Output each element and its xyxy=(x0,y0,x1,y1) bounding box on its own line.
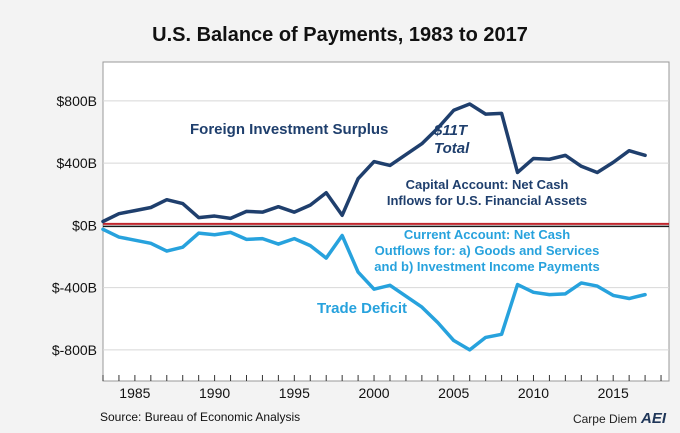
credit-text: Carpe Diem xyxy=(572,412,637,426)
current-account-line2: Outflows for: a) Goods and Services xyxy=(375,243,600,258)
total-amount-label: $11T xyxy=(433,122,469,139)
current-account-line3: and b) Investment Income Payments xyxy=(374,259,599,274)
x-tick-label: 2010 xyxy=(518,385,549,401)
surplus-label: Foreign Investment Surplus xyxy=(190,121,388,138)
x-tick-label: 2005 xyxy=(438,385,469,401)
credit: Carpe Diem AEI xyxy=(573,410,666,427)
y-tick-label: $-400B xyxy=(52,280,97,296)
series-lines xyxy=(101,102,647,352)
aei-logo: AEI xyxy=(640,410,666,427)
trade-deficit-label: Trade Deficit xyxy=(317,300,407,317)
plot-area xyxy=(102,61,670,382)
x-tick-label: 2015 xyxy=(598,385,629,401)
y-tick-label: $0B xyxy=(72,217,97,233)
capital-account-line1: Capital Account: Net Cash xyxy=(406,177,569,192)
current-account-line xyxy=(101,227,647,352)
x-tick-label: 1990 xyxy=(199,385,230,401)
y-tick-label: $400B xyxy=(57,155,97,171)
x-tick-marks xyxy=(102,375,662,381)
x-tick-label: 1985 xyxy=(119,385,150,401)
total-word-label: Total xyxy=(434,140,470,157)
capital-account-line xyxy=(101,102,647,224)
y-tick-label: $800B xyxy=(57,93,97,109)
current-account-line1: Current Account: Net Cash xyxy=(404,227,570,242)
x-tick-label: 2000 xyxy=(358,385,389,401)
source-note: Source: Bureau of Economic Analysis xyxy=(100,410,301,424)
y-tick-labels: $800B $400B $0B $-400B $-800B xyxy=(52,93,97,358)
x-tick-labels: 1985 1990 1995 2000 2005 2010 2015 xyxy=(119,385,629,401)
chart-title: U.S. Balance of Payments, 1983 to 2017 xyxy=(152,24,528,46)
annotations: Foreign Investment Surplus $11T Total Ca… xyxy=(190,121,600,317)
capital-account-line2: Inflows for U.S. Financial Assets xyxy=(387,193,587,208)
x-tick-label: 1995 xyxy=(279,385,310,401)
zero-line xyxy=(103,222,669,228)
y-tick-label: $-800B xyxy=(52,342,97,358)
